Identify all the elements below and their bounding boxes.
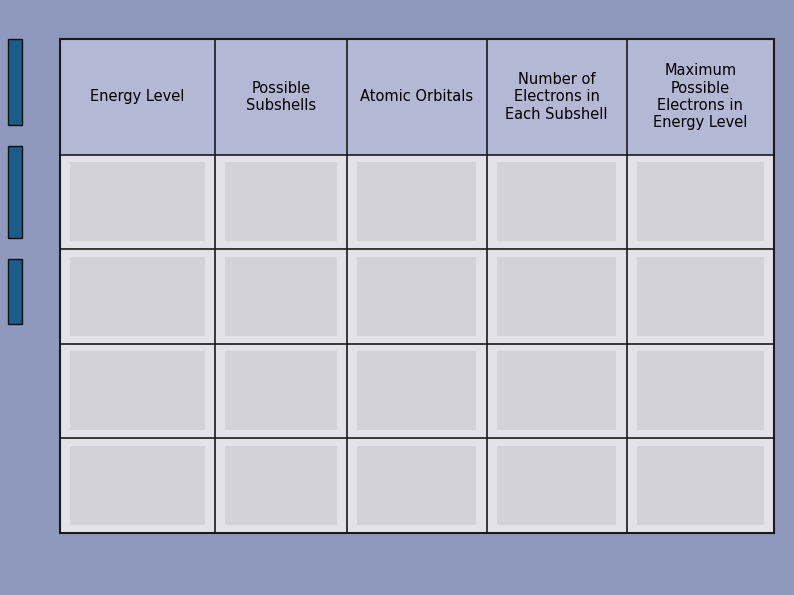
Bar	[70, 257, 205, 336]
Bar	[70, 352, 205, 430]
Bar	[637, 352, 764, 430]
Bar	[357, 352, 476, 430]
Bar	[60, 39, 774, 533]
Bar	[637, 162, 764, 242]
Bar	[225, 446, 337, 525]
Bar	[497, 352, 616, 430]
Bar	[8, 39, 22, 125]
Bar	[637, 257, 764, 336]
Bar	[70, 162, 205, 242]
Bar	[225, 352, 337, 430]
Bar	[357, 446, 476, 525]
Bar	[357, 162, 476, 242]
Bar	[497, 257, 616, 336]
Bar	[357, 257, 476, 336]
Bar	[8, 259, 22, 324]
Bar	[8, 146, 22, 238]
Bar	[637, 446, 764, 525]
Bar	[70, 446, 205, 525]
Text: Number of
Electrons in
Each Subshell: Number of Electrons in Each Subshell	[506, 72, 608, 121]
Bar	[497, 446, 616, 525]
Text: Energy Level: Energy Level	[90, 89, 184, 104]
Bar	[60, 39, 774, 155]
Bar	[497, 162, 616, 242]
Text: Possible
Subshells: Possible Subshells	[246, 80, 316, 113]
Bar	[225, 162, 337, 242]
Bar	[225, 257, 337, 336]
Text: Maximum
Possible
Electrons in
Energy Level: Maximum Possible Electrons in Energy Lev…	[653, 63, 747, 130]
Text: Atomic Orbitals: Atomic Orbitals	[360, 89, 473, 104]
Bar	[60, 39, 774, 533]
